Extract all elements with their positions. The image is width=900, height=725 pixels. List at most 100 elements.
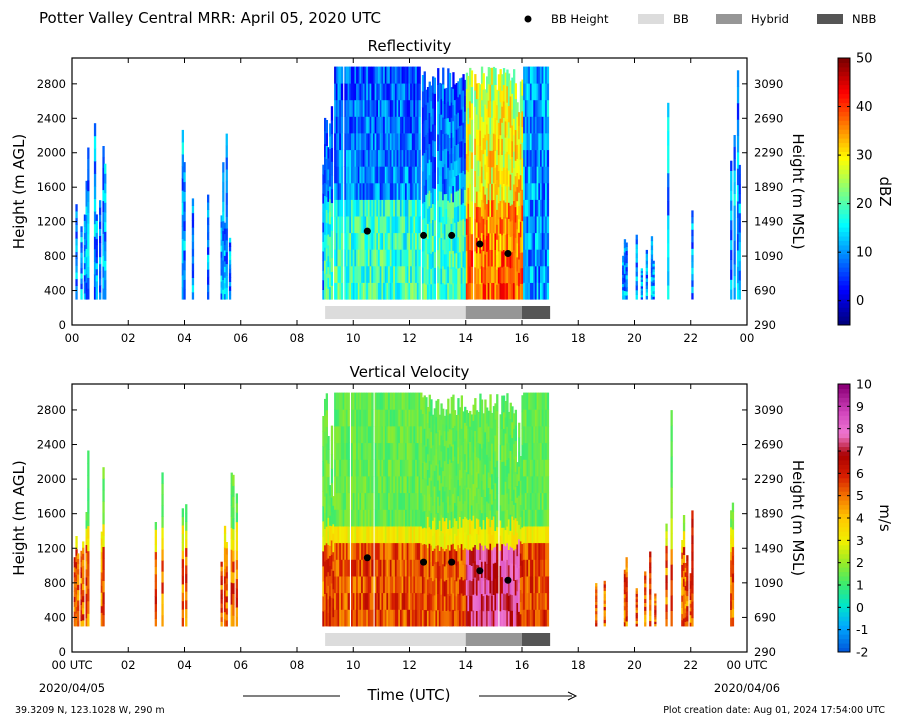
heatmap-cell	[474, 267, 477, 284]
heatmap-cell	[489, 526, 492, 544]
heatmap-cell	[356, 282, 359, 300]
heatmap-cell	[420, 542, 423, 560]
heatmap-cell	[401, 509, 404, 527]
heatmap-cell	[546, 476, 550, 494]
heatmap-cell	[534, 282, 538, 300]
heatmap-cell	[733, 193, 736, 206]
bright-band-type-bar	[325, 306, 551, 319]
heatmap-cell	[506, 184, 509, 202]
heatmap-cell	[442, 183, 445, 201]
heatmap-cell	[509, 80, 512, 97]
heatmap-cell	[371, 232, 374, 250]
heatmap-cell	[401, 149, 404, 167]
heatmap-cell	[399, 426, 403, 444]
heatmap-cell	[418, 559, 421, 577]
heatmap-cell	[536, 426, 539, 444]
heatmap-cell	[479, 207, 482, 223]
heatmap-cell	[494, 282, 497, 300]
heatmap-cell	[367, 83, 371, 101]
heatmap-cell	[411, 282, 415, 300]
x-tick-label: 00 UTC	[726, 658, 767, 672]
heatmap-cell	[437, 593, 440, 611]
heatmap-cell	[440, 268, 443, 285]
heatmap-cell	[541, 542, 544, 560]
heatmap-cell	[232, 604, 235, 616]
heatmap-cell	[644, 606, 647, 611]
heatmap-cell	[437, 399, 440, 416]
heatmap-cell	[403, 426, 406, 444]
heatmap-cell	[426, 438, 430, 455]
heatmap-cell	[327, 585, 330, 600]
heatmap-cell	[329, 148, 332, 162]
heatmap-cell	[625, 283, 628, 288]
heatmap-cell	[731, 599, 735, 609]
heatmap-cell	[543, 182, 546, 200]
colorbar-segment	[838, 75, 850, 81]
colorbar-segment	[838, 182, 850, 188]
heatmap-cell	[499, 565, 502, 581]
heatmap-cell	[425, 462, 428, 480]
heatmap-cell	[528, 492, 531, 510]
heatmap-cell	[486, 485, 489, 502]
heatmap-cell	[523, 149, 526, 167]
heatmap-cell	[513, 550, 516, 566]
heatmap-cell	[684, 594, 687, 600]
heatmap-cell	[421, 187, 425, 204]
heatmap-cell	[603, 613, 606, 617]
heatmap-cell	[625, 258, 628, 264]
heatmap-cell	[329, 616, 332, 627]
heatmap-cell	[340, 149, 344, 167]
heatmap-cell	[447, 282, 450, 300]
heatmap-cell	[410, 182, 413, 200]
heatmap-cell	[364, 149, 367, 167]
heatmap-cell	[447, 68, 450, 86]
heatmap-cell	[511, 77, 514, 94]
heatmap-cell	[100, 572, 103, 580]
heatmap-cell	[432, 611, 435, 627]
heatmap-cell	[423, 477, 426, 495]
heatmap-cell	[378, 409, 381, 427]
heatmap-cell	[416, 509, 420, 527]
heatmap-cell	[533, 459, 536, 477]
heatmap-cell	[479, 460, 482, 477]
heatmap-cell	[486, 76, 489, 93]
heatmap-cell	[640, 297, 643, 300]
heatmap-cell	[459, 438, 462, 455]
heatmap-cell	[85, 273, 88, 283]
heatmap-cell	[403, 149, 406, 167]
heatmap-cell	[538, 99, 541, 117]
heatmap-cell	[181, 262, 184, 276]
heatmap-cell	[443, 224, 447, 240]
heatmap-cell	[376, 282, 379, 300]
heatmap-cell	[465, 234, 469, 252]
heatmap-cell	[80, 609, 83, 616]
heatmap-cell	[464, 547, 467, 564]
heatmap-cell	[491, 412, 494, 429]
heatmap-cell	[77, 610, 80, 617]
heatmap-cell	[529, 409, 533, 427]
heatmap-cell	[104, 231, 107, 242]
heatmap-cell	[408, 592, 411, 610]
heatmap-cell	[335, 66, 339, 84]
heatmap-cell	[185, 539, 188, 549]
heatmap-cell	[405, 442, 408, 460]
heatmap-cell	[330, 511, 334, 527]
heatmap-cell	[423, 461, 426, 479]
heatmap-cell	[623, 273, 627, 279]
heatmap-cell	[440, 562, 443, 579]
heatmap-cell	[545, 199, 548, 217]
heatmap-cell	[357, 249, 361, 267]
colorbar-segment	[838, 289, 850, 295]
heatmap-cell	[492, 594, 496, 611]
heatmap-cell	[369, 149, 372, 167]
heatmap-cell	[364, 249, 367, 267]
heatmap-cell	[430, 512, 433, 530]
heatmap-cell	[538, 166, 541, 184]
heatmap-cell	[93, 286, 97, 300]
heatmap-cell	[406, 459, 409, 477]
heatmap-cell	[529, 149, 533, 167]
heatmap-cell	[408, 216, 411, 234]
heatmap-cell	[438, 283, 442, 300]
heatmap-cell	[342, 392, 345, 410]
heatmap-cell	[207, 202, 210, 210]
